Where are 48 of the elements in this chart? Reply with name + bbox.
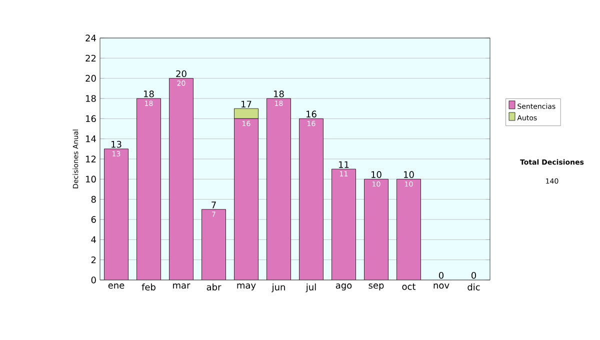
total-label: 0 bbox=[471, 272, 476, 279]
total-label: 16 bbox=[306, 110, 316, 118]
total-label: 7 bbox=[212, 202, 216, 208]
x-tick-label: may bbox=[237, 284, 256, 290]
y-tick-label: 12 bbox=[86, 156, 96, 162]
y-tick-label: 8 bbox=[91, 196, 96, 203]
bar bbox=[234, 118, 258, 280]
bar bbox=[396, 178, 421, 280]
total-label: 18 bbox=[144, 90, 154, 98]
total-label: 10 bbox=[372, 171, 382, 178]
bar bbox=[332, 169, 356, 280]
x-tick-label: ene bbox=[108, 284, 124, 289]
y-tick-label: 16 bbox=[86, 115, 96, 122]
bar bbox=[202, 209, 226, 280]
y-tick-label: 4 bbox=[91, 236, 96, 243]
bar bbox=[104, 148, 128, 280]
y-tick-label: 2 bbox=[91, 256, 96, 264]
total-label: 13 bbox=[112, 140, 122, 148]
y-tick-label: 20 bbox=[86, 74, 96, 82]
y-tick-label: 10 bbox=[86, 176, 96, 183]
x-tick-label: feb bbox=[142, 284, 156, 290]
x-tick-label: nov bbox=[434, 284, 450, 289]
bar bbox=[299, 118, 324, 280]
total-label: 18 bbox=[274, 90, 284, 98]
x-tick-label: oct bbox=[402, 284, 416, 290]
total-label: 11 bbox=[339, 161, 349, 168]
bar bbox=[169, 78, 194, 280]
y-tick-label: 24 bbox=[86, 34, 96, 42]
x-tick-label: jun bbox=[272, 284, 285, 292]
total-label: 20 bbox=[176, 70, 186, 78]
y-tick-label: 18 bbox=[86, 95, 96, 102]
y-tick-label: 22 bbox=[86, 54, 96, 62]
total-label: 10 bbox=[404, 171, 414, 178]
bar bbox=[266, 98, 291, 280]
x-tick-label: mar bbox=[173, 284, 190, 289]
x-tick-label: dic bbox=[468, 284, 480, 290]
y-tick-label: 14 bbox=[86, 136, 96, 142]
bar bbox=[136, 98, 161, 280]
x-tick-label: abr bbox=[206, 284, 222, 290]
x-tick-label: sep bbox=[368, 284, 384, 290]
total-label: 0 bbox=[438, 272, 444, 279]
bar bbox=[234, 108, 258, 119]
y-tick-label: 6 bbox=[91, 216, 96, 223]
total-label: 17 bbox=[242, 100, 252, 108]
x-tick-label: ago bbox=[336, 284, 352, 290]
x-tick-label: jul bbox=[306, 284, 316, 292]
y-tick-label: 0 bbox=[91, 276, 96, 284]
bar bbox=[364, 179, 388, 280]
